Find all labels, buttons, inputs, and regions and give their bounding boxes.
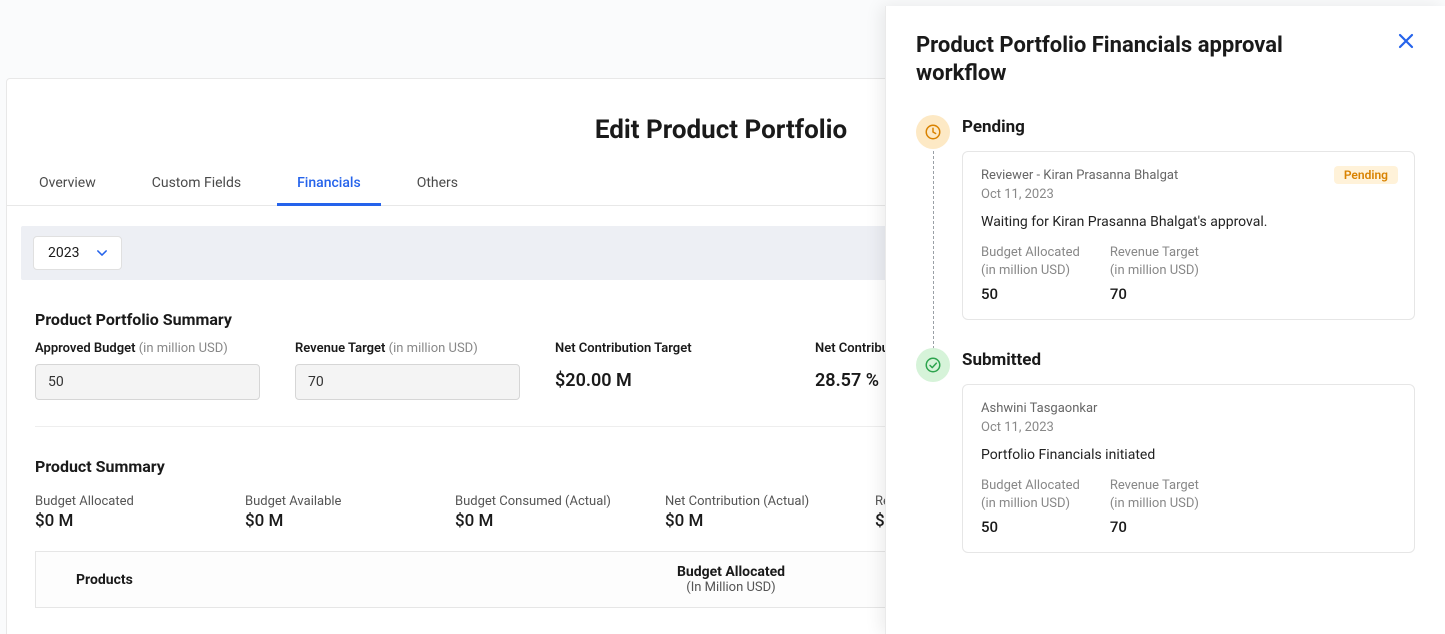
close-icon[interactable] — [1397, 32, 1415, 55]
pending-date: Oct 11, 2023 — [981, 187, 1396, 202]
th-products: Products — [36, 564, 636, 595]
approved-budget-unit: (in million USD) — [139, 341, 228, 356]
stage-title-submitted: Submitted — [962, 350, 1415, 370]
workflow-stage-pending: Pending Pending Reviewer - Kiran Prasann… — [962, 117, 1415, 320]
chevron-down-icon — [97, 248, 107, 258]
net-contrib-target-value: $20.00 M — [555, 364, 795, 391]
metric-revenue: Revenue Target (in million USD) 70 — [1110, 244, 1199, 303]
submitted-user: Ashwini Tasgaonkar — [981, 401, 1396, 416]
submitted-message: Portfolio Financials initiated — [981, 447, 1396, 463]
approval-side-panel: Product Portfolio Financials approval wo… — [885, 6, 1445, 634]
metric-budget-value: 50 — [981, 518, 1080, 536]
ps-label: Budget Consumed (Actual) — [455, 494, 645, 509]
metric-revenue-value: 70 — [1110, 518, 1199, 536]
metric-budget-label: Budget Allocated — [981, 478, 1080, 493]
metric-budget: Budget Allocated (in million USD) 50 — [981, 477, 1080, 536]
ps-value: $0 M — [245, 511, 435, 531]
side-panel-header: Product Portfolio Financials approval wo… — [916, 32, 1415, 87]
metric-budget-unit: (in million USD) — [981, 263, 1070, 278]
check-circle-icon — [916, 348, 950, 382]
year-select[interactable]: 2023 — [33, 236, 122, 270]
metric-revenue: Revenue Target (in million USD) 70 — [1110, 477, 1199, 536]
th-budget-allocated-sub: (In Million USD) — [636, 580, 826, 595]
ps-budget-consumed: Budget Consumed (Actual) $0 M — [455, 494, 645, 531]
metric-revenue-label: Revenue Target — [1110, 478, 1199, 493]
metric-revenue-label: Revenue Target — [1110, 245, 1199, 260]
side-panel-title: Product Portfolio Financials approval wo… — [916, 32, 1336, 87]
metric-revenue-unit: (in million USD) — [1110, 496, 1199, 511]
net-contrib-target: Net Contribution Target $20.00 M — [555, 341, 795, 400]
revenue-target-value: 70 — [308, 374, 324, 390]
ps-label: Budget Allocated — [35, 494, 225, 509]
year-value: 2023 — [48, 245, 79, 261]
workflow-card-pending: Pending Reviewer - Kiran Prasanna Bhalga… — [962, 151, 1415, 320]
stage-title-pending: Pending — [962, 117, 1415, 137]
th-budget-allocated: Budget Allocated (In Million USD) — [636, 564, 826, 595]
pending-message: Waiting for Kiran Prasanna Bhalgat's app… — [981, 214, 1396, 230]
ps-label: Net Contribution (Actual) — [665, 494, 855, 509]
metric-revenue-value: 70 — [1110, 285, 1199, 303]
metric-budget-value: 50 — [981, 285, 1080, 303]
submitted-metrics: Budget Allocated (in million USD) 50 Rev… — [981, 477, 1396, 536]
revenue-target: Revenue Target (in million USD) 70 — [295, 341, 535, 400]
approved-budget: Approved Budget (in million USD) 50 — [35, 341, 275, 400]
timeline-connector — [933, 151, 934, 354]
ps-budget-available: Budget Available $0 M — [245, 494, 435, 531]
revenue-target-input[interactable]: 70 — [295, 364, 520, 400]
tab-financials[interactable]: Financials — [293, 163, 365, 205]
clock-icon — [916, 115, 950, 149]
tab-others[interactable]: Others — [413, 163, 462, 205]
metric-budget: Budget Allocated (in million USD) 50 — [981, 244, 1080, 303]
revenue-target-unit: (in million USD) — [389, 341, 478, 356]
pending-metrics: Budget Allocated (in million USD) 50 Rev… — [981, 244, 1396, 303]
tab-overview[interactable]: Overview — [35, 163, 100, 205]
approved-budget-value: 50 — [48, 374, 64, 390]
approved-budget-input[interactable]: 50 — [35, 364, 260, 400]
revenue-target-label: Revenue Target — [295, 341, 385, 356]
metric-budget-unit: (in million USD) — [981, 496, 1070, 511]
tab-custom-fields[interactable]: Custom Fields — [148, 163, 245, 205]
th-budget-allocated-label: Budget Allocated — [677, 564, 785, 580]
workflow-timeline: Pending Pending Reviewer - Kiran Prasann… — [916, 117, 1415, 553]
metric-budget-label: Budget Allocated — [981, 245, 1080, 260]
ps-net-contribution: Net Contribution (Actual) $0 M — [665, 494, 855, 531]
ps-label: Budget Available — [245, 494, 435, 509]
metric-revenue-unit: (in million USD) — [1110, 263, 1199, 278]
approved-budget-label: Approved Budget — [35, 341, 135, 356]
net-contrib-target-label: Net Contribution Target — [555, 341, 795, 356]
ps-budget-allocated: Budget Allocated $0 M — [35, 494, 225, 531]
ps-value: $0 M — [455, 511, 645, 531]
ps-value: $0 M — [665, 511, 855, 531]
submitted-date: Oct 11, 2023 — [981, 420, 1396, 435]
workflow-card-submitted: Ashwini Tasgaonkar Oct 11, 2023 Portfoli… — [962, 384, 1415, 553]
workflow-stage-submitted: Submitted Ashwini Tasgaonkar Oct 11, 202… — [962, 350, 1415, 553]
ps-value: $0 M — [35, 511, 225, 531]
status-badge-pending: Pending — [1334, 166, 1398, 184]
